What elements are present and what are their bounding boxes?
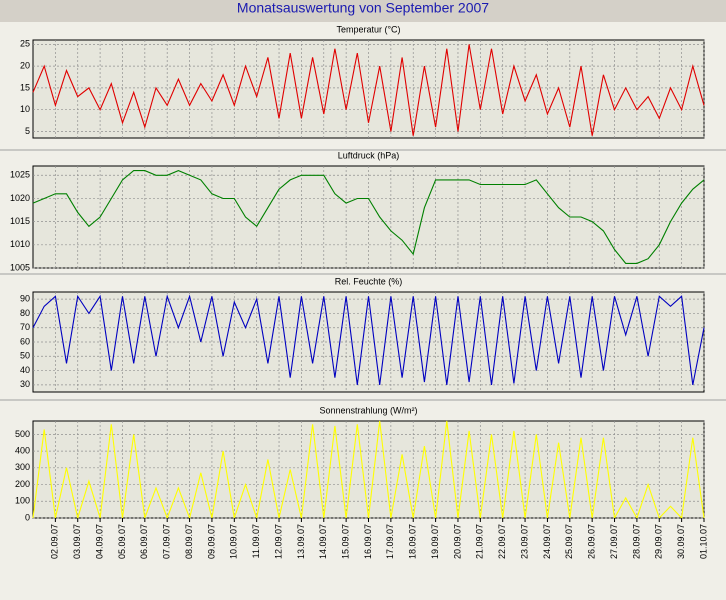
y-tick-label: 100 — [15, 496, 30, 506]
x-tick-label: 15.09.07 — [341, 524, 351, 559]
y-tick-label: 30 — [20, 379, 30, 389]
x-tick-label: 18.09.07 — [408, 524, 418, 559]
x-tick-label: 08.09.07 — [184, 524, 194, 559]
x-tick-label: 20.09.07 — [452, 524, 462, 559]
y-tick-label: 1005 — [10, 262, 30, 272]
x-tick-label: 24.09.07 — [542, 524, 552, 559]
x-tick-label: 16.09.07 — [363, 524, 373, 559]
plot-area — [32, 165, 705, 269]
y-tick-label: 1020 — [10, 193, 30, 203]
chart-title: Sonnenstrahlung (W/m²) — [319, 405, 417, 415]
x-tick-label: 09.09.07 — [206, 524, 216, 559]
x-tick-label: 10.09.07 — [229, 524, 239, 559]
y-tick-label: 60 — [20, 336, 30, 346]
x-tick-label: 14.09.07 — [318, 524, 328, 559]
y-tick-label: 200 — [15, 479, 30, 489]
x-tick-label: 12.09.07 — [273, 524, 283, 559]
x-tick-label: 22.09.07 — [497, 524, 507, 559]
y-tick-label: 40 — [20, 365, 30, 375]
y-tick-label: 1015 — [10, 216, 30, 226]
chart-title: Temperatur (°C) — [336, 24, 400, 34]
x-tick-label: 27.09.07 — [609, 524, 619, 559]
x-tick-label: 25.09.07 — [564, 524, 574, 559]
x-tick-label: 28.09.07 — [631, 524, 641, 559]
y-tick-label: 400 — [15, 445, 30, 455]
x-tick-label: 30.09.07 — [676, 524, 686, 559]
y-tick-label: 1010 — [10, 239, 30, 249]
x-tick-label: 01.10.07 — [698, 524, 708, 559]
x-tick-label: 03.09.07 — [72, 524, 82, 559]
y-tick-label: 50 — [20, 351, 30, 361]
x-tick-label: 05.09.07 — [117, 524, 127, 559]
x-tick-label: 19.09.07 — [430, 524, 440, 559]
y-tick-label: 25 — [20, 39, 30, 49]
y-tick-label: 1025 — [10, 170, 30, 180]
x-tick-label: 04.09.07 — [94, 524, 104, 559]
series-line — [32, 44, 705, 136]
y-tick-label: 70 — [20, 322, 30, 332]
y-tick-label: 500 — [15, 429, 30, 439]
chart-title: Luftdruck (hPa) — [338, 150, 400, 160]
y-tick-label: 0 — [25, 512, 30, 522]
y-tick-label: 5 — [25, 126, 30, 136]
y-tick-label: 20 — [20, 61, 30, 71]
y-tick-label: 300 — [15, 462, 30, 472]
x-tick-label: 06.09.07 — [139, 524, 149, 559]
x-tick-label: 11.09.07 — [251, 524, 261, 558]
x-tick-label: 23.09.07 — [519, 524, 529, 559]
y-tick-label: 10 — [20, 104, 30, 114]
x-tick-label: 17.09.07 — [385, 524, 395, 559]
x-tick-label: 26.09.07 — [587, 524, 597, 559]
series-line — [32, 294, 705, 386]
x-tick-label: 29.09.07 — [654, 524, 664, 559]
x-tick-label: 02.09.07 — [50, 524, 60, 559]
page-title: Monatsauswertung von September 2007 — [237, 0, 489, 16]
x-tick-label: 07.09.07 — [162, 524, 172, 559]
y-tick-label: 90 — [20, 294, 30, 304]
y-tick-label: 80 — [20, 308, 30, 318]
chart-title: Rel. Feuchte (%) — [335, 276, 403, 286]
x-tick-label: 13.09.07 — [296, 524, 306, 559]
y-tick-label: 15 — [20, 82, 30, 92]
series-line — [32, 170, 705, 264]
x-tick-label: 21.09.07 — [475, 524, 485, 559]
